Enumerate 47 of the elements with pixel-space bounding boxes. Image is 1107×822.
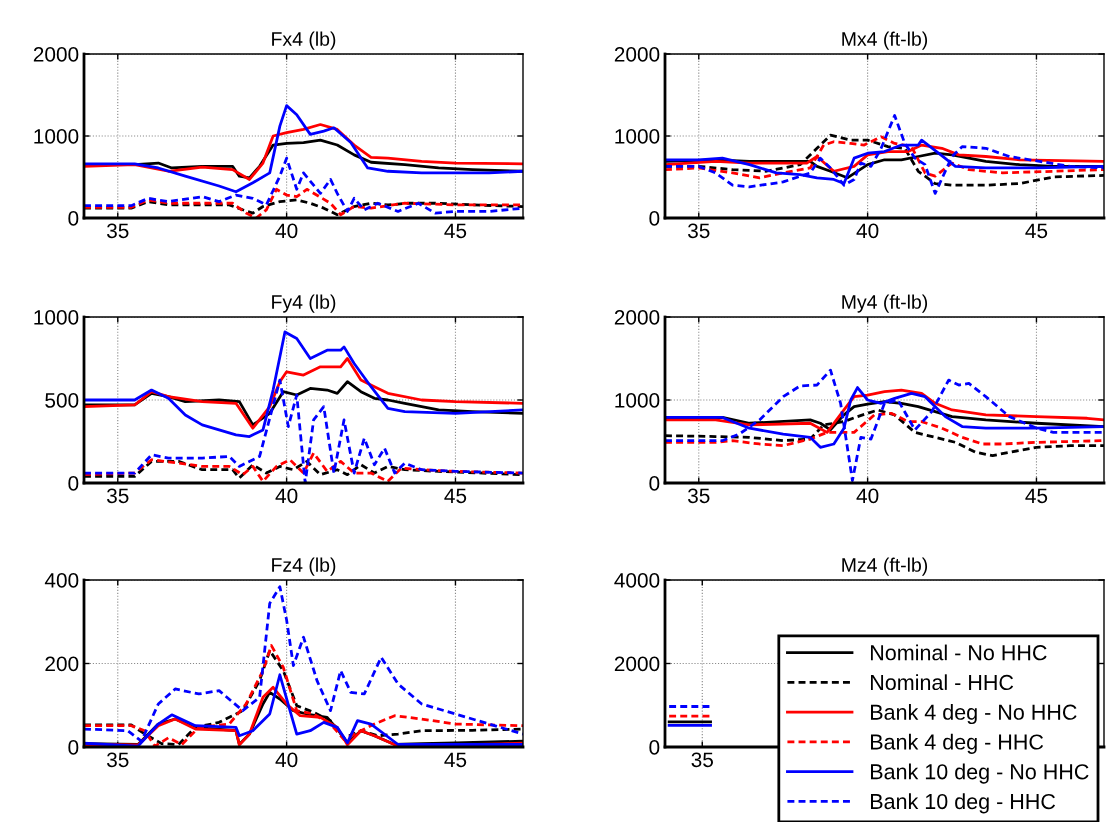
y-tick-label: 1000 bbox=[34, 129, 79, 144]
x-tick-label: 35 bbox=[106, 488, 129, 504]
chart-title: Fy4 (lb) bbox=[272, 294, 336, 313]
y-tick-label: 1000 bbox=[615, 129, 660, 144]
chart-title: Mx4 (ft-lb) bbox=[842, 31, 928, 50]
y-tick-label: 200 bbox=[45, 656, 79, 672]
chart-title: My4 (ft-lb) bbox=[842, 294, 928, 313]
chart-title: Fx4 (lb) bbox=[272, 31, 336, 50]
y-tick-label: 0 bbox=[649, 476, 660, 491]
y-tick-label: 1000 bbox=[615, 393, 660, 408]
legend-label: Bank 10 deg - HHC bbox=[871, 793, 1056, 814]
x-tick-label: 35 bbox=[106, 752, 129, 768]
x-tick-label: 40 bbox=[275, 223, 298, 239]
x-tick-label: 45 bbox=[1025, 488, 1048, 504]
legend-label: Bank 4 deg - No HHC bbox=[871, 704, 1077, 725]
y-tick-label: 1000 bbox=[34, 310, 79, 325]
x-tick-label: 35 bbox=[691, 752, 713, 768]
x-tick-label: 35 bbox=[687, 223, 710, 239]
x-tick-label: 35 bbox=[687, 488, 710, 504]
legend-label: Nominal - HHC bbox=[871, 674, 1014, 691]
y-tick-label: 0 bbox=[649, 740, 660, 755]
y-tick-label: 2000 bbox=[614, 656, 660, 672]
x-tick-label: 40 bbox=[275, 488, 298, 504]
y-tick-label: 2000 bbox=[614, 310, 660, 325]
x-tick-label: 40 bbox=[856, 223, 879, 239]
line-series bbox=[84, 357, 523, 430]
y-tick-label: 0 bbox=[68, 740, 79, 755]
legend-label: Nominal - No HHC bbox=[871, 644, 1047, 661]
y-tick-label: 500 bbox=[45, 393, 79, 408]
y-tick-label: 0 bbox=[68, 476, 79, 491]
chart-title: Fz4 (lb) bbox=[272, 557, 336, 576]
y-tick-label: 0 bbox=[68, 211, 79, 226]
x-tick-label: 35 bbox=[106, 223, 129, 239]
y-tick-label: 2000 bbox=[614, 47, 660, 62]
x-tick-label: 45 bbox=[1025, 223, 1048, 239]
chart-title: Mz4 (ft-lb) bbox=[842, 557, 928, 576]
y-tick-label: 2000 bbox=[33, 47, 79, 62]
legend-label: Bank 10 deg - No HHC bbox=[871, 763, 1089, 784]
x-tick-label: 40 bbox=[275, 752, 298, 768]
x-tick-label: 45 bbox=[444, 223, 467, 239]
x-tick-label: 40 bbox=[856, 488, 879, 504]
y-tick-label: 4000 bbox=[614, 573, 660, 588]
y-tick-label: 0 bbox=[649, 211, 660, 226]
legend-label: Bank 4 deg - HHC bbox=[871, 733, 1044, 754]
y-tick-label: 400 bbox=[44, 573, 79, 588]
x-tick-label: 45 bbox=[444, 752, 467, 768]
x-tick-label: 45 bbox=[444, 488, 467, 504]
